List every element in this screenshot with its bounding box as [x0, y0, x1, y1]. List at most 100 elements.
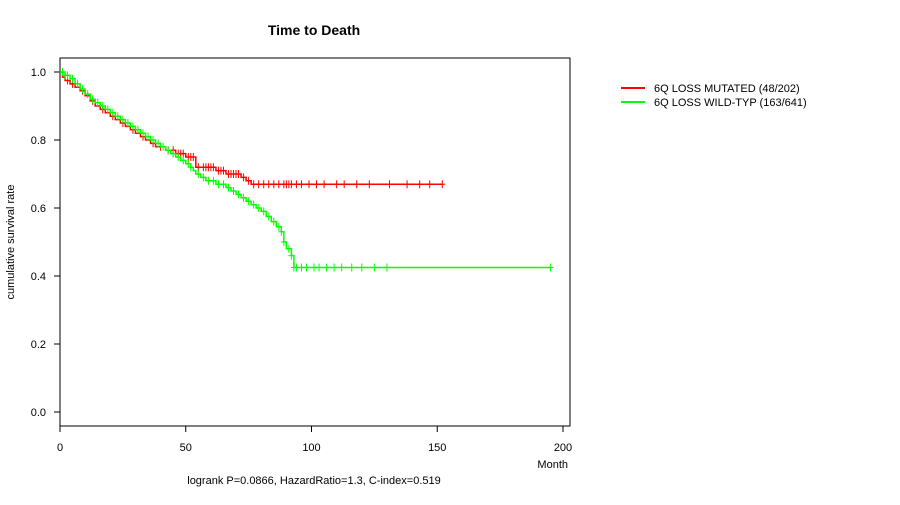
- censor-mark: [187, 163, 194, 172]
- y-tick-label: 0.2: [31, 339, 46, 351]
- censor-mark: [170, 149, 177, 158]
- censor-mark: [333, 180, 340, 189]
- censor-mark: [160, 142, 167, 151]
- censor-mark: [129, 122, 136, 131]
- censor-mark: [195, 170, 202, 178]
- censor-mark: [119, 115, 126, 124]
- censor-mark: [134, 125, 141, 134]
- censor-mark: [240, 193, 247, 202]
- censor-mark: [150, 136, 157, 144]
- censor-mark: [74, 79, 81, 88]
- y-tick-label: 0.6: [31, 203, 46, 215]
- censor-mark: [255, 204, 262, 212]
- censor-mark: [210, 176, 217, 185]
- censor-mark: [109, 108, 116, 117]
- censor-mark: [323, 263, 330, 272]
- survival-curve: [60, 71, 443, 185]
- censor-mark: [124, 119, 131, 127]
- censor-mark: [280, 238, 287, 246]
- censor-mark: [260, 207, 267, 216]
- censor-mark: [321, 180, 328, 189]
- censor-mark: [311, 263, 318, 272]
- censor-mark: [190, 153, 197, 161]
- censor-mark: [285, 244, 292, 253]
- x-axis-label: Month: [537, 459, 568, 471]
- censor-mark: [426, 180, 433, 189]
- x-tick-label: 50: [180, 442, 192, 454]
- censor-mark: [230, 187, 237, 195]
- censor-mark: [313, 180, 320, 189]
- censor-mark: [358, 263, 365, 272]
- censor-mark: [215, 180, 222, 189]
- legend-label: 6Q LOSS WILD-TYP (163/641): [654, 97, 807, 109]
- censor-mark: [305, 180, 312, 189]
- censor-mark: [185, 159, 192, 168]
- censor-mark: [69, 74, 76, 83]
- censor-mark: [255, 180, 262, 189]
- censor-mark: [139, 129, 146, 138]
- censor-mark: [353, 180, 360, 189]
- x-axis: 0 50 100 150 200: [57, 426, 572, 454]
- censor-mark: [270, 180, 277, 189]
- censor-mark: [99, 102, 106, 110]
- censor-mark: [383, 263, 390, 272]
- censor-mark: [165, 146, 172, 155]
- y-tick-label: 0.8: [31, 135, 46, 147]
- series-group: [60, 71, 446, 189]
- censor-mark: [175, 153, 182, 161]
- censor-mark: [205, 176, 212, 185]
- censor-mark: [265, 212, 272, 221]
- censor-mark: [298, 263, 305, 272]
- censor-mark: [225, 183, 232, 192]
- censor-mark: [348, 263, 355, 272]
- censor-mark: [145, 132, 152, 141]
- censor-mark: [220, 180, 227, 189]
- x-tick-label: 0: [57, 442, 63, 454]
- y-tick-label: 0.4: [31, 271, 46, 283]
- censor-mark: [288, 251, 295, 260]
- censor-mark: [404, 180, 411, 189]
- censor-mark: [250, 180, 257, 189]
- censor-mark: [275, 180, 282, 189]
- censor-mark: [547, 263, 554, 272]
- censor-mark: [89, 95, 96, 104]
- chart-title: Time to Death: [268, 22, 360, 38]
- censor-mark: [265, 180, 272, 189]
- censor-mark: [250, 200, 257, 209]
- series-layer: [59, 68, 554, 272]
- censor-mark: [195, 163, 202, 172]
- censor-mark: [316, 263, 323, 272]
- x-tick-label: 100: [302, 442, 320, 454]
- censor-mark: [298, 180, 305, 189]
- legend-label: 6Q LOSS MUTATED (48/202): [654, 83, 800, 95]
- censor-mark: [260, 180, 267, 189]
- censor-mark: [341, 180, 348, 189]
- censor-mark: [439, 180, 446, 189]
- censor-mark: [235, 190, 242, 199]
- censor-mark: [270, 217, 277, 226]
- y-axis: 0.0 0.2 0.4 0.6 0.8 1.0: [31, 67, 60, 419]
- censor-mark: [155, 139, 162, 148]
- stats-footer: logrank P=0.0866, HazardRatio=1.3, C-ind…: [187, 475, 440, 487]
- censor-mark: [84, 90, 91, 99]
- censor-mark: [275, 222, 282, 231]
- censor-mark: [331, 263, 338, 272]
- censor-mark: [200, 173, 207, 182]
- censor-mark: [303, 263, 310, 272]
- censor-mark: [94, 98, 101, 107]
- x-tick-label: 150: [428, 442, 446, 454]
- censor-mark: [278, 227, 285, 236]
- censor-mark: [338, 263, 345, 272]
- censor-mark: [79, 85, 86, 93]
- censor-mark: [293, 180, 300, 189]
- censor-mark: [245, 197, 252, 206]
- legend: 6Q LOSS MUTATED (48/202) 6Q LOSS WILD-TYP…: [621, 83, 807, 109]
- x-tick-label: 200: [554, 442, 572, 454]
- y-tick-label: 1.0: [31, 67, 46, 79]
- censor-mark: [386, 180, 393, 189]
- censor-mark: [180, 149, 187, 158]
- censor-mark: [366, 180, 373, 189]
- censor-mark: [210, 163, 217, 172]
